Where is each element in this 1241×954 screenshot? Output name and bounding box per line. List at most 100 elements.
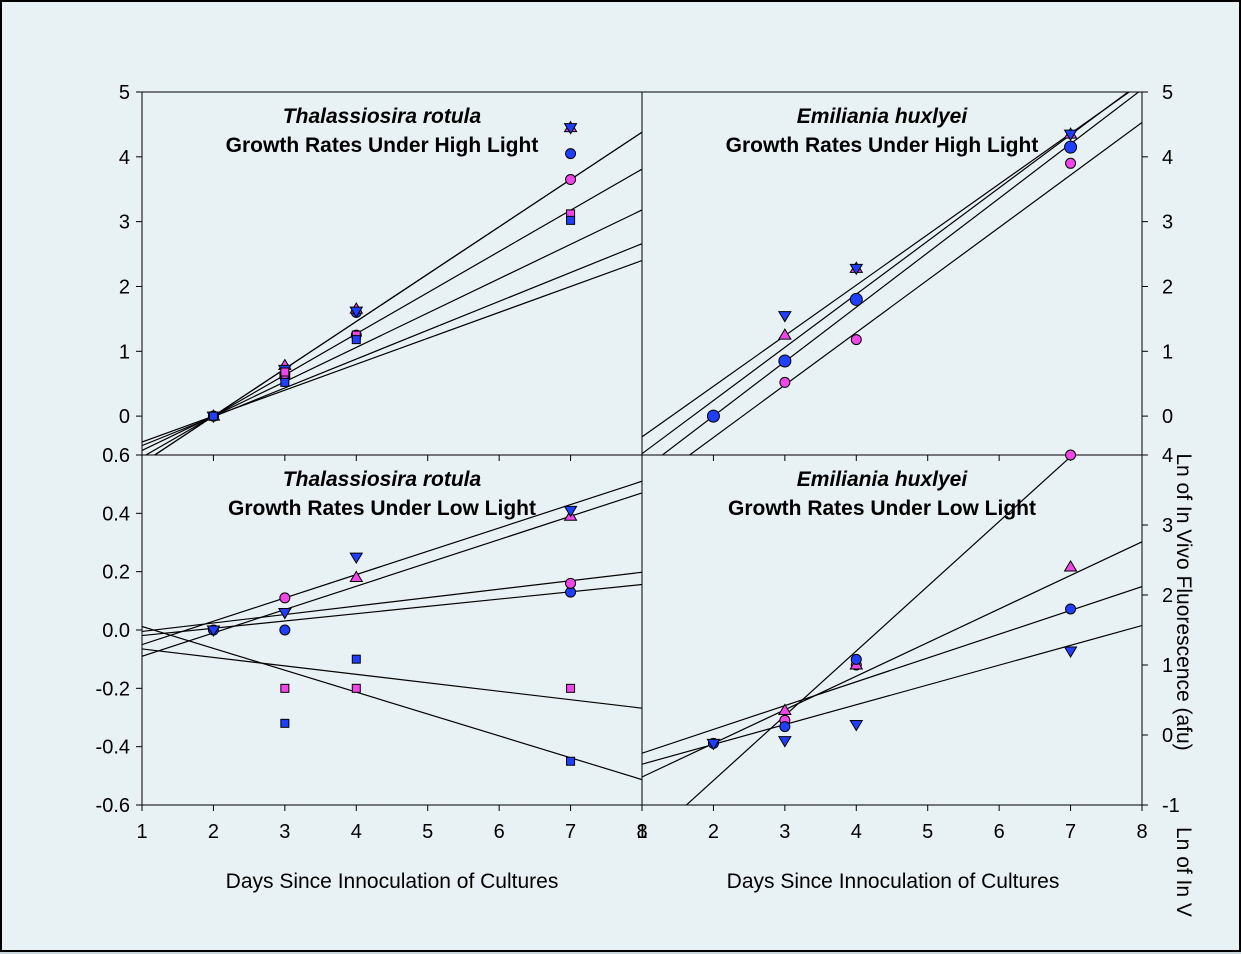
data-point xyxy=(566,215,576,225)
y-tick-label: 1 xyxy=(1162,655,1173,677)
data-point xyxy=(777,311,792,323)
x-tick-label: 7 xyxy=(565,821,576,843)
data-point xyxy=(280,683,290,693)
regression-lines xyxy=(642,455,1142,805)
x-tick-label: 2 xyxy=(208,821,219,843)
regression-line xyxy=(688,121,1142,455)
panel-tr-high: 0 1 2 3 4 5 Emiliania huxlyei Growth Rates Unde… xyxy=(641,82,1173,461)
data-point xyxy=(778,354,792,368)
y-tick-label: 0.2 xyxy=(102,562,130,584)
panel-title-species: Emiliania huxlyei xyxy=(797,468,969,491)
data-point xyxy=(1065,603,1077,615)
data-point xyxy=(777,328,792,340)
data-point xyxy=(566,756,576,766)
data-point xyxy=(351,654,361,664)
data-point xyxy=(563,505,578,518)
plot-area-frame xyxy=(641,454,1143,806)
panel-title-species: Thalassiosira rotula xyxy=(283,105,482,128)
regression-line xyxy=(153,131,642,455)
y-tick-label: 5 xyxy=(119,82,130,104)
data-point xyxy=(208,411,218,421)
y-tick-label: -1 xyxy=(1162,795,1180,817)
panel-br-low: 1 2 3 4 5 6 7 8 -1 0 1 2 3 4 Emiliania huxlyei Growth R… xyxy=(636,445,1180,843)
regression-line xyxy=(642,624,1142,765)
regression-line xyxy=(642,586,1142,754)
data-point xyxy=(280,718,290,728)
x-tick-label: 3 xyxy=(779,821,790,843)
data-point xyxy=(349,552,364,565)
data-point xyxy=(277,608,292,620)
regression-line xyxy=(142,243,642,447)
regression-line xyxy=(642,92,1130,455)
data-point xyxy=(279,592,291,604)
data-point xyxy=(1063,560,1078,572)
x-axis-label-right: Days Since Innoculation of Cultures xyxy=(727,870,1060,893)
y-tick-label: 0.6 xyxy=(102,445,130,467)
data-point xyxy=(565,577,577,589)
y-tick-label: 0.0 xyxy=(102,620,130,642)
y-tick-label: 0 xyxy=(1162,406,1173,428)
x-tick-label: 6 xyxy=(994,821,1005,843)
regression-line xyxy=(661,92,1140,455)
x-tick-label: 8 xyxy=(636,821,647,843)
data-point xyxy=(779,721,791,733)
y-tick-label: 0 xyxy=(119,406,130,428)
data-point xyxy=(777,736,792,748)
data-point xyxy=(850,334,862,346)
data-point xyxy=(280,377,290,387)
x-tick-label: 4 xyxy=(851,821,862,843)
data-point xyxy=(850,653,862,665)
data-point xyxy=(349,570,364,582)
data-point xyxy=(349,306,364,319)
panel-title-species: Thalassiosira rotula xyxy=(283,468,482,491)
y-tick-label: 0.4 xyxy=(102,503,130,525)
y-tick-label: 3 xyxy=(1162,515,1173,537)
y-axis-label-right: Ln of In Vivo Fluorescence (afu) xyxy=(1172,453,1195,750)
regression-line xyxy=(642,92,1131,438)
regression-line xyxy=(142,625,642,781)
data-point xyxy=(849,292,863,306)
x-tick-label: 3 xyxy=(279,821,290,843)
y-tick-label: 3 xyxy=(119,212,130,234)
x-tick-label: 1 xyxy=(136,821,147,843)
y-axis-label-right-repeat: Ln of In V xyxy=(1172,827,1195,917)
regression-line xyxy=(142,480,642,646)
data-point xyxy=(849,720,864,732)
data-point xyxy=(206,625,221,637)
regression-line xyxy=(685,455,1074,805)
x-tick-label: 5 xyxy=(922,821,933,843)
regression-line xyxy=(142,209,642,452)
panel-bl-low: 1 2 3 4 5 6 7 8 -0.6 -0.4 -0.2 0.0 0.2 0.4 0.6 Thalassi… xyxy=(96,445,648,843)
data-point xyxy=(1065,157,1077,169)
data-point xyxy=(706,738,721,751)
regression-line xyxy=(642,541,1142,778)
x-tick-label: 5 xyxy=(422,821,433,843)
panel-title: Growth Rates Under High Light xyxy=(226,134,539,157)
x-tick-label: 1 xyxy=(636,821,647,843)
x-tick-label: 7 xyxy=(1065,821,1076,843)
y-tick-label: 5 xyxy=(1162,82,1173,104)
regression-lines xyxy=(642,92,1142,455)
y-tick-label: 0 xyxy=(1162,725,1173,747)
data-point xyxy=(565,174,577,186)
y-tick-label: -0.2 xyxy=(96,678,130,700)
x-tick-label: 8 xyxy=(1136,821,1147,843)
regression-line xyxy=(142,571,642,633)
y-tick-label: 3 xyxy=(1162,212,1173,234)
panel-title: Growth Rates Under Low Light xyxy=(228,497,536,520)
data-point xyxy=(706,409,720,423)
y-tick-label: 4 xyxy=(119,147,130,169)
regression-line xyxy=(142,648,642,709)
data-point xyxy=(279,624,291,636)
data-point xyxy=(351,683,361,693)
data-point xyxy=(351,335,361,345)
panel-title: Growth Rates Under High Light xyxy=(726,134,1039,157)
data-point xyxy=(565,148,577,160)
y-tick-label: 4 xyxy=(1162,147,1173,169)
y-tick-label: 2 xyxy=(1162,276,1173,298)
y-tick-label: 1 xyxy=(1162,341,1173,363)
regression-lines xyxy=(142,131,642,455)
data-point xyxy=(566,683,576,693)
